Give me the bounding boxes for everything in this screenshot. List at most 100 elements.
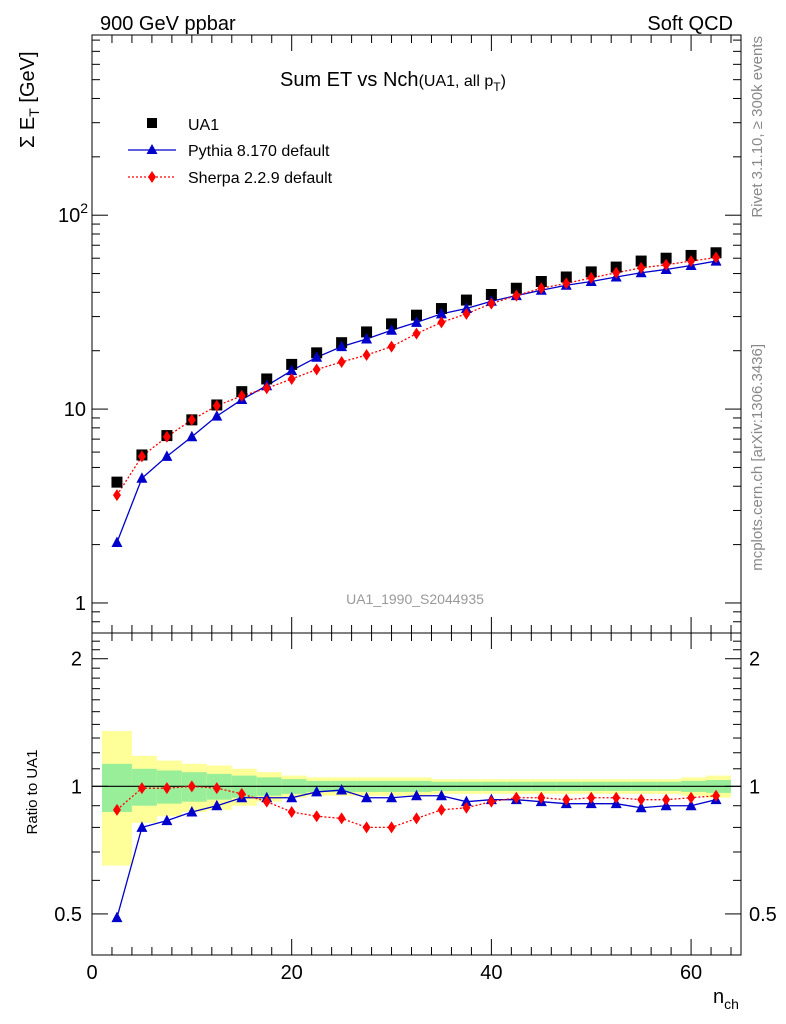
ratio-pythia-point [111,911,123,923]
ua1-point [635,255,647,267]
sherpa-point [262,382,271,395]
ua1-point [660,252,672,264]
ua1-point [286,358,298,370]
ratio-pythia-point [161,814,173,826]
ratio-sherpa-point [262,795,271,808]
pythia-point [286,364,298,376]
sherpa-point [212,399,221,412]
ratio-sherpa-point [137,782,146,795]
ratio-sherpa-point [287,805,296,818]
ratio-pythia-point [435,789,447,801]
ratio-sherpa-point [462,801,471,814]
main-y-axis-label: Σ ET [GeV] [17,51,42,148]
ratio-pythia-point [286,791,298,803]
ratio-pythia-point [311,785,323,797]
ratio-y-tick-label-right: 0.5 [749,904,777,926]
x-tick-label: 0 [86,962,97,984]
legend-marker-pythia [146,144,158,154]
ratio-sherpa-point [487,795,496,808]
ratio-y-tick-label: 2 [71,649,82,671]
pythia-point [460,302,472,314]
ratio-panel-axes: 0.5 0.51 12 20 20 40 60 [54,632,777,984]
ratio-y-tick-label: 1 [71,776,82,798]
sherpa-point [562,277,571,290]
ratio-pythia-point [361,791,373,803]
ratio-pythia-point [460,795,472,807]
ratio-sherpa-point [612,791,621,804]
ua1-point [460,294,472,306]
sherpa-point [587,271,596,284]
ratio-sherpa-point [162,782,171,795]
ratio-sherpa-point [412,812,421,825]
pythia-point [435,307,447,319]
sherpa-line [116,256,717,496]
ratio-sherpa-point [337,812,346,825]
ratio-sherpa-point [362,821,371,834]
sherpa-point [612,266,621,279]
sherpa-point [412,327,421,340]
ratio-sherpa-point [387,821,396,834]
analysis-watermark: UA1_1990_S2044935 [346,591,484,607]
ratio-pythia-point [136,821,148,832]
ratio-sherpa-point [512,791,521,804]
legend-label-sherpa: Sherpa 2.2.9 default [188,170,333,187]
legend-marker-ua1 [147,118,157,128]
pythia-point [186,430,198,442]
ratio-pythia-point [336,784,348,795]
sherpa-point [287,372,296,385]
pythia-point [336,340,348,352]
x-tick-label: 40 [480,962,502,984]
sherpa-point [637,261,646,274]
chart-title-suffix-sub: T [493,80,501,94]
header-right: Soft QCD [647,13,733,35]
ratio-sherpa-point [712,789,721,802]
ratio-pythia-point [386,791,398,803]
sherpa-point [487,297,496,310]
pythia-point [311,351,323,362]
ratio-sherpa-point [212,782,221,795]
chart-title: Sum ET vs Nch(UA1, all pT) [280,69,506,94]
ratio-sherpa-point [537,791,546,804]
main-y-tick-label-base: 10 [58,205,80,227]
ua1-point [361,326,373,338]
ratio-panel-bands [92,731,741,866]
sherpa-point [237,389,246,402]
ratio-sherpa-point [687,791,696,804]
ua1-point [510,282,522,294]
legend: UA1 Pythia 8.170 default Sherpa 2.2.9 de… [128,117,333,187]
sherpa-point [187,413,196,426]
sherpa-point [337,355,346,368]
main-y-tick-label: 102 [58,200,88,227]
ratio-sherpa-point [437,803,446,816]
ua1-point [485,288,497,300]
sherpa-point [687,255,696,268]
main-y-axis-label-sub: T [26,108,42,117]
ua1-point [386,318,398,330]
ua1-point [535,276,547,288]
ratio-sherpa-point [562,793,571,806]
sherpa-point [512,289,521,302]
x-tick-label: 60 [680,962,702,984]
ratio-pythia-point [411,789,422,801]
sherpa-point [137,450,146,463]
ratio-sherpa-point [237,787,246,800]
chart-title-suffix-end: ) [501,73,506,90]
ratio-pythia-point [186,805,198,817]
x-axis-label-sub: ch [724,996,739,1012]
sherpa-point [712,251,721,264]
sherpa-point [362,349,371,362]
ratio-sherpa-point [587,791,596,804]
ua1-point [261,373,273,385]
legend-marker-sherpa [148,171,156,183]
x-tick-label: 20 [281,962,303,984]
side-label-mcplots: mcplots.cern.ch [arXiv:1306.3436] [749,344,766,571]
ratio-y-tick-label-right: 2 [749,649,760,671]
sherpa-point [437,316,446,329]
legend-label-ua1: UA1 [188,117,219,134]
ratio-sherpa-point [662,793,671,806]
ratio-panel-frame [91,632,742,956]
ua1-point [411,309,422,321]
pythia-point [136,472,148,483]
ratio-y-tick-label: 0.5 [54,904,82,926]
